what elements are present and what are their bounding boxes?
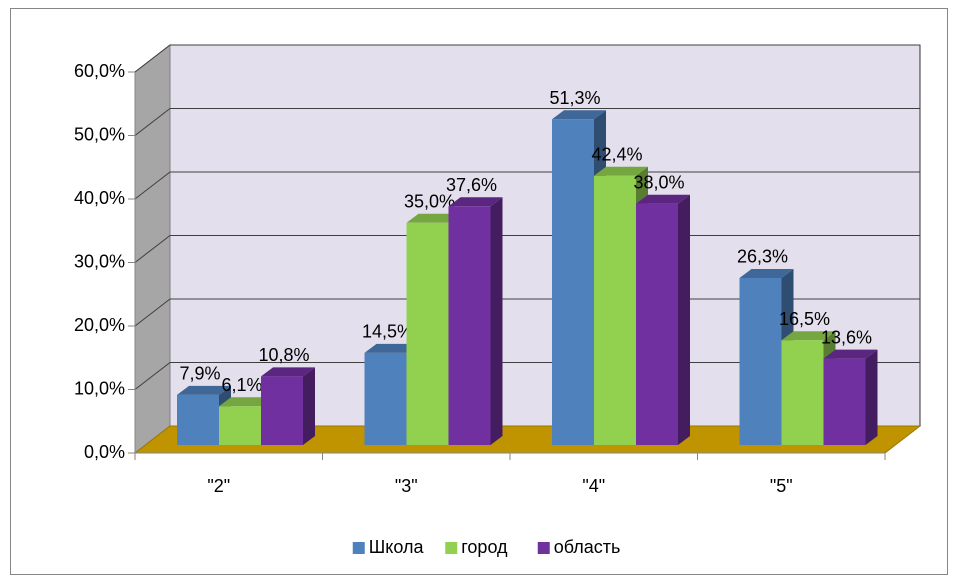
- bar: [823, 358, 866, 445]
- bar-side: [303, 367, 315, 445]
- value-label: 26,3%: [737, 247, 788, 267]
- bar: [739, 277, 782, 445]
- value-label: 10,8%: [258, 345, 309, 365]
- bar: [552, 119, 594, 446]
- bar: [594, 175, 636, 445]
- bar-side: [865, 349, 878, 445]
- legend-swatch: [352, 542, 365, 554]
- x-tick-label: "5": [770, 476, 793, 496]
- value-label: 51,3%: [549, 88, 600, 108]
- legend-label: город: [461, 537, 508, 557]
- bar: [406, 222, 449, 445]
- value-label: 37,6%: [446, 175, 497, 195]
- bar-top: [594, 166, 648, 176]
- bar: [364, 352, 407, 445]
- legend-swatch: [445, 542, 458, 554]
- bar-top: [636, 194, 690, 204]
- value-label: 13,6%: [821, 327, 872, 347]
- bar-top: [177, 385, 231, 395]
- y-tick-label: 40,0%: [74, 188, 125, 208]
- value-label: 14,5%: [362, 322, 413, 342]
- y-tick-label: 10,0%: [74, 378, 125, 398]
- bar-side: [678, 194, 690, 445]
- y-tick-label: 50,0%: [74, 124, 125, 144]
- value-label: 35,0%: [404, 192, 455, 212]
- value-label: 6,1%: [221, 375, 262, 395]
- y-tick-label: 20,0%: [74, 315, 125, 335]
- bar-top: [781, 331, 836, 341]
- x-tick-label: "3": [395, 476, 418, 496]
- legend-swatch: [537, 542, 550, 554]
- value-label: 7,9%: [179, 364, 220, 384]
- bar-top: [406, 213, 461, 223]
- grid-line: [134, 108, 171, 136]
- bar-side: [490, 197, 503, 445]
- y-tick-label: 30,0%: [74, 251, 125, 271]
- bar-top: [552, 110, 606, 120]
- grid-line: [134, 171, 171, 200]
- bar-top: [261, 367, 315, 377]
- legend-label: Школа: [369, 537, 425, 557]
- value-label: 16,5%: [779, 309, 830, 329]
- y-tick-label: 60,0%: [74, 61, 125, 81]
- bar: [177, 394, 219, 445]
- y-tick-label: 0,0%: [84, 442, 125, 462]
- bar-top: [823, 349, 878, 359]
- bar-top: [219, 397, 273, 407]
- bar: [448, 206, 491, 445]
- grid-line: [134, 44, 171, 73]
- bar: [219, 406, 261, 445]
- bar: [261, 376, 303, 445]
- value-label: 38,0%: [633, 172, 684, 192]
- bar-top: [364, 343, 419, 353]
- x-tick-label: "4": [582, 476, 605, 496]
- grid-line: [134, 362, 171, 390]
- bar-top: [448, 197, 503, 207]
- bar: [636, 203, 678, 445]
- x-tick-label: "2": [207, 476, 230, 496]
- value-label: 42,4%: [591, 145, 642, 165]
- grid-line: [134, 235, 171, 263]
- bar-top: [739, 268, 794, 278]
- legend-label: область: [554, 537, 621, 557]
- grid-line: [134, 298, 171, 327]
- bar: [781, 340, 824, 445]
